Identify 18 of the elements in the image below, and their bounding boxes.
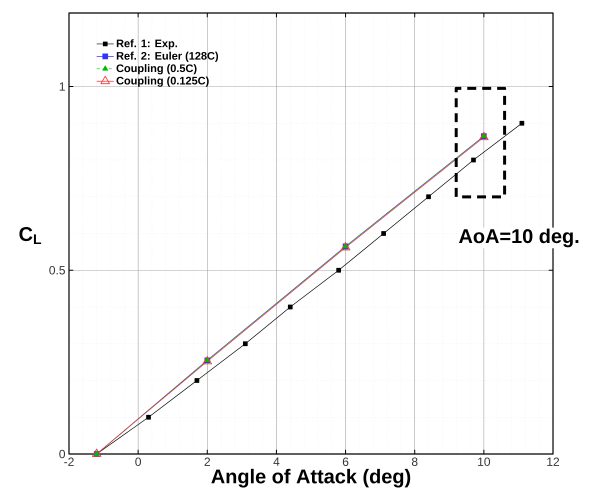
legend-label: Coupling (0.5C): [116, 64, 197, 74]
x-tick-label: 12: [547, 458, 560, 466]
legend-label: Coupling (0.125C): [116, 76, 209, 87]
x-tick-label: -2: [64, 458, 74, 466]
y-tick-label: 0: [59, 450, 66, 458]
legend-label: Ref. 1: Exp.: [116, 39, 178, 50]
x-tick-label: 2: [204, 458, 210, 466]
annotation: AoA=10 deg.: [458, 228, 578, 248]
y-tick-label: 1: [60, 82, 65, 91]
x-tick-label: 8: [412, 458, 418, 466]
y-tick-label: 0.5: [49, 266, 65, 274]
x-tick-label: 4: [273, 458, 280, 466]
x-tick-label: 0: [135, 458, 142, 466]
x-axis-title: Angle of Attack (deg): [211, 468, 410, 488]
x-tick-label: 10: [478, 458, 490, 466]
x-tick-label: 6: [342, 458, 348, 466]
y-axis-title: C$_{L}$: [19, 226, 42, 244]
legend-label: Ref. 2: Euler (128C): [116, 52, 218, 62]
